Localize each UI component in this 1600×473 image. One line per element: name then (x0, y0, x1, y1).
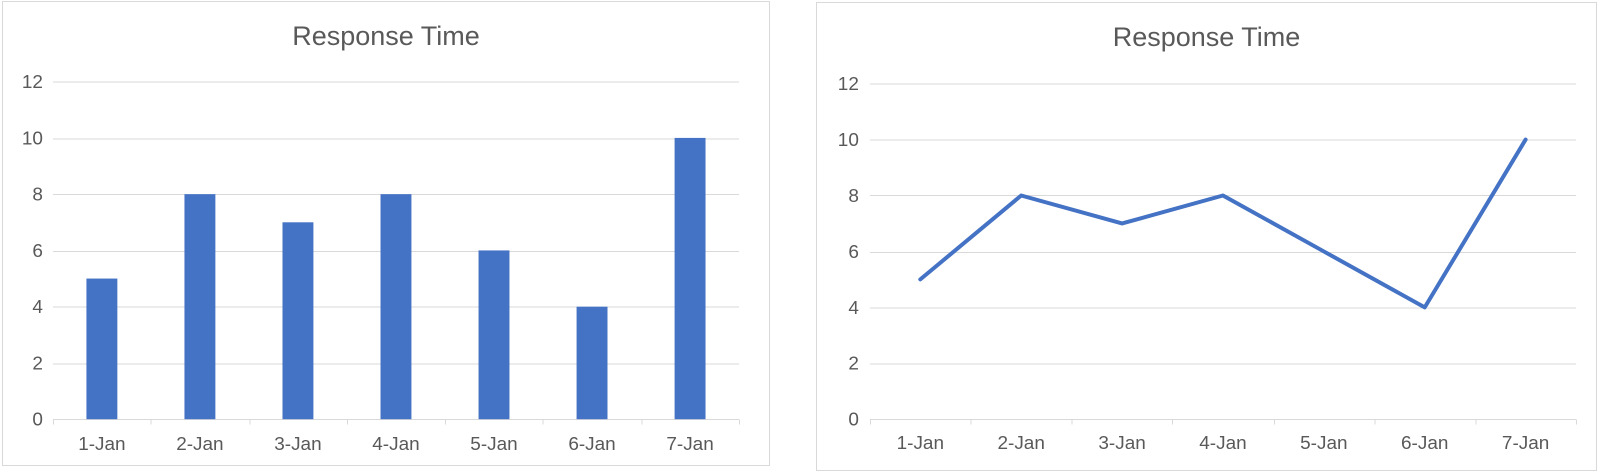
line-chart-title: Response Time (1112, 22, 1301, 52)
line-chart-plot: 0 2 4 6 8 10 12 1-Jan 2-Jan 3-Jan 4-Jan 5-Jan 6-Jan 7… (838, 74, 1578, 454)
svg-text:1-Jan: 1-Jan (897, 433, 944, 454)
x-axis (869, 419, 1578, 425)
svg-text:3-Jan: 3-Jan (1098, 433, 1145, 454)
svg-text:6-Jan: 6-Jan (568, 434, 615, 455)
svg-text:0: 0 (848, 410, 859, 431)
svg-text:7-Jan: 7-Jan (666, 434, 713, 455)
svg-text:7-Jan: 7-Jan (1502, 433, 1549, 454)
svg-text:2: 2 (32, 353, 43, 374)
svg-text:8: 8 (848, 186, 859, 207)
bar-chart-panel[interactable]: Response Time 0 2 4 6 8 10 12 1-Jan 2-Jan 3-Jan 4-… (2, 1, 770, 466)
y-axis-labels: 0 2 4 6 8 10 12 (838, 74, 859, 431)
svg-text:4: 4 (848, 298, 859, 319)
svg-text:2-Jan: 2-Jan (176, 434, 223, 455)
svg-text:5-Jan: 5-Jan (470, 434, 517, 455)
bar-series (86, 137, 706, 420)
x-axis-labels: 1-Jan 2-Jan 3-Jan 4-Jan 5-Jan 6-Jan 7-Jan (897, 433, 1550, 454)
svg-text:0: 0 (32, 410, 43, 431)
svg-text:12: 12 (838, 74, 859, 95)
svg-text:4: 4 (32, 297, 43, 318)
line-series (918, 137, 1528, 310)
svg-text:2: 2 (848, 354, 859, 375)
svg-text:8: 8 (32, 185, 43, 206)
svg-text:12: 12 (22, 72, 43, 93)
x-axis (52, 419, 741, 425)
svg-text:10: 10 (22, 128, 43, 149)
svg-text:1-Jan: 1-Jan (78, 434, 125, 455)
line-chart-panel[interactable]: Response Time 0 2 4 6 8 10 12 1-Jan 2-Jan 3-Jan 4-… (816, 2, 1597, 471)
x-axis-labels: 1-Jan 2-Jan 3-Jan 4-Jan 5-Jan 6-Jan 7-Jan (78, 434, 714, 455)
y-axis-labels: 0 2 4 6 8 10 12 (22, 72, 43, 431)
svg-text:4-Jan: 4-Jan (1199, 433, 1246, 454)
svg-text:6: 6 (32, 241, 43, 262)
svg-text:5-Jan: 5-Jan (1300, 433, 1347, 454)
gridlines (869, 83, 1577, 365)
bar-chart-plot: 0 2 4 6 8 10 12 1-Jan 2-Jan 3-Jan 4-Jan 5-Jan 6-Jan 7… (22, 72, 741, 455)
bar-chart-title: Response Time (292, 21, 480, 51)
svg-text:4-Jan: 4-Jan (372, 434, 419, 455)
svg-text:6: 6 (848, 242, 859, 263)
svg-text:10: 10 (838, 130, 859, 151)
svg-text:6-Jan: 6-Jan (1401, 433, 1448, 454)
svg-text:3-Jan: 3-Jan (274, 434, 321, 455)
svg-text:2-Jan: 2-Jan (997, 433, 1044, 454)
